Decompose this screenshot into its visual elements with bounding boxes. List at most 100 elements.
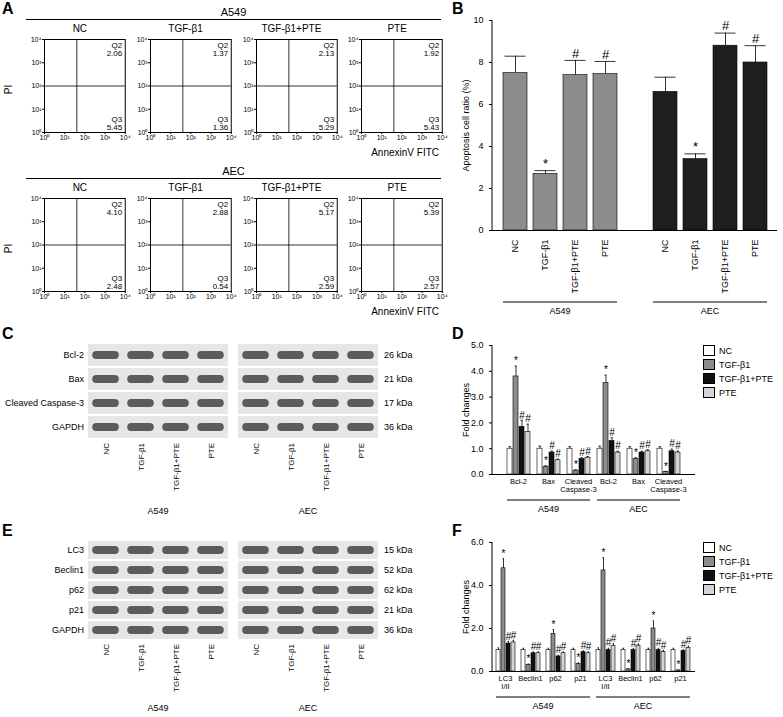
svg-text:10⁰: 10⁰	[40, 134, 51, 141]
svg-text:10²: 10²	[186, 293, 197, 300]
svg-text:*: *	[634, 447, 638, 458]
svg-text:10³: 10³	[243, 218, 254, 225]
svg-text:10¹: 10¹	[271, 293, 282, 300]
svg-text:Beclin1: Beclin1	[518, 674, 543, 683]
svg-text:62 kDa: 62 kDa	[384, 585, 413, 595]
svg-text:Q24.10: Q24.10	[107, 200, 123, 217]
svg-text:26 kDa: 26 kDa	[384, 350, 413, 360]
svg-text:10⁰: 10⁰	[357, 293, 368, 300]
svg-text:10⁴: 10⁴	[31, 195, 42, 202]
svg-text:Q32.59: Q32.59	[318, 274, 334, 291]
svg-text:#: #	[675, 440, 681, 451]
svg-text:10³: 10³	[243, 59, 254, 66]
svg-text:10²: 10²	[291, 134, 302, 141]
svg-text:Q22.06: Q22.06	[107, 41, 123, 58]
svg-text:p21: p21	[574, 674, 587, 683]
svg-text:10⁴: 10⁴	[331, 134, 342, 141]
svg-text:LC3: LC3	[67, 545, 84, 555]
svg-text:NC: NC	[102, 644, 111, 656]
svg-text:0.0: 0.0	[471, 469, 484, 479]
svg-text:*: *	[543, 156, 548, 171]
svg-text:10⁰: 10⁰	[357, 134, 368, 141]
svg-text:2.0: 2.0	[471, 623, 484, 633]
svg-text:Bax: Bax	[632, 477, 645, 486]
svg-text:*: *	[693, 139, 698, 154]
svg-text:TGF-β1: TGF-β1	[137, 643, 146, 671]
svg-text:#: #	[555, 448, 561, 459]
svg-text:10²: 10²	[80, 293, 91, 300]
svg-text:NC: NC	[102, 443, 111, 455]
svg-text:Q35.45: Q35.45	[107, 115, 123, 132]
svg-text:10¹: 10¹	[31, 105, 42, 112]
svg-text:*: *	[574, 459, 578, 470]
svg-text:TGF-β1+PTE: TGF-β1+PTE	[322, 443, 331, 491]
svg-text:*: *	[604, 364, 608, 375]
svg-text:10⁴: 10⁴	[348, 195, 359, 202]
svg-text:10⁴: 10⁴	[136, 195, 147, 202]
svg-text:p62: p62	[549, 674, 562, 683]
svg-text:#: #	[645, 439, 651, 450]
svg-text:Q22.88: Q22.88	[212, 200, 228, 217]
svg-text:10¹: 10¹	[349, 105, 360, 112]
svg-text:Fold changes: Fold changes	[461, 382, 471, 437]
svg-text:Q22.13: Q22.13	[318, 41, 334, 58]
svg-text:21 kDa: 21 kDa	[384, 605, 413, 615]
svg-text:10⁴: 10⁴	[437, 134, 448, 141]
svg-text:10³: 10³	[137, 218, 148, 225]
svg-text:A549: A549	[549, 306, 570, 316]
svg-text:*: *	[627, 658, 631, 669]
svg-text:*: *	[652, 610, 656, 621]
svg-text:GAPDH: GAPDH	[52, 422, 84, 432]
svg-text:10⁴: 10⁴	[242, 36, 253, 43]
svg-text:36 kDa: 36 kDa	[384, 625, 413, 635]
svg-text:0: 0	[478, 225, 483, 235]
svg-text:10¹: 10¹	[377, 134, 388, 141]
svg-text:Q21.92: Q21.92	[424, 41, 440, 58]
svg-text:Bax: Bax	[542, 477, 555, 486]
svg-text:10³: 10³	[349, 218, 360, 225]
svg-text:10¹: 10¹	[243, 105, 254, 112]
svg-text:10⁴: 10⁴	[136, 36, 147, 43]
svg-text:10¹: 10¹	[243, 264, 254, 271]
svg-text:10²: 10²	[80, 134, 91, 141]
svg-text:NC: NC	[660, 239, 670, 252]
svg-text:#: #	[602, 47, 610, 62]
svg-text:TGF-β1: TGF-β1	[287, 442, 296, 470]
svg-text:5.0: 5.0	[471, 340, 484, 350]
svg-text:CleavedCaspase-3: CleavedCaspase-3	[560, 477, 596, 494]
svg-text:TGF-β1: TGF-β1	[137, 442, 146, 470]
svg-text:*: *	[502, 548, 506, 559]
svg-text:21 kDa: 21 kDa	[384, 374, 413, 384]
svg-text:10³: 10³	[417, 293, 428, 300]
svg-text:#: #	[561, 641, 567, 652]
svg-text:10³: 10³	[137, 59, 148, 66]
svg-text:#: #	[615, 440, 621, 451]
svg-text:10²: 10²	[243, 82, 254, 89]
svg-text:*: *	[664, 461, 668, 472]
svg-text:Q25.39: Q25.39	[424, 200, 440, 217]
svg-text:10³: 10³	[312, 134, 323, 141]
svg-text:*: *	[677, 659, 681, 670]
svg-text:A549: A549	[147, 506, 168, 516]
svg-text:Beclin1: Beclin1	[54, 565, 84, 575]
svg-text:10²: 10²	[31, 241, 42, 248]
svg-text:10²: 10²	[397, 293, 408, 300]
svg-text:#: #	[661, 640, 667, 651]
svg-text:6: 6	[478, 99, 483, 109]
svg-text:*: *	[527, 653, 531, 664]
svg-text:10⁰: 10⁰	[145, 293, 156, 300]
svg-text:Q25.17: Q25.17	[318, 200, 334, 217]
svg-text:2: 2	[478, 183, 483, 193]
svg-text:10³: 10³	[206, 293, 217, 300]
svg-text:Q35.43: Q35.43	[424, 115, 440, 132]
svg-text:LC3I/II: LC3I/II	[499, 674, 513, 691]
svg-text:TGF-β1: TGF-β1	[690, 240, 700, 271]
svg-text:#: #	[511, 630, 517, 641]
svg-text:10⁴: 10⁴	[437, 293, 448, 300]
svg-text:*: *	[602, 547, 606, 558]
svg-text:10⁴: 10⁴	[120, 134, 131, 141]
svg-text:10¹: 10¹	[271, 134, 282, 141]
svg-text:10³: 10³	[31, 218, 42, 225]
svg-text:10³: 10³	[100, 134, 111, 141]
svg-text:Beclin1: Beclin1	[618, 674, 643, 683]
